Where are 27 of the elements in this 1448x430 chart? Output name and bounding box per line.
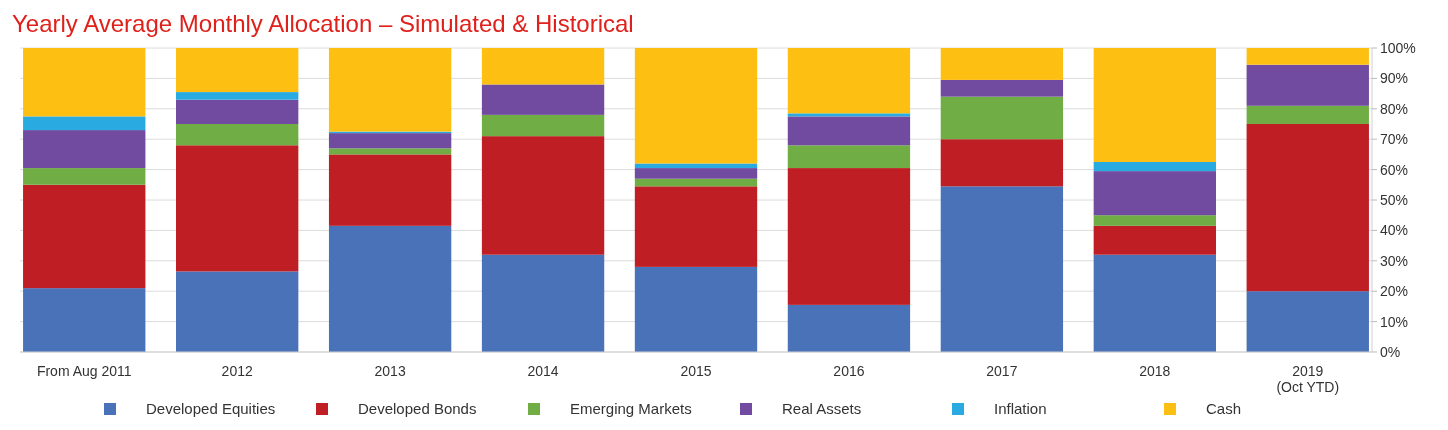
legend-label: Emerging Markets	[570, 400, 692, 417]
x-tick-label: From Aug 2011	[36, 363, 132, 379]
y-tick-label: 0%	[1380, 343, 1401, 360]
y-tick-label: 20%	[1380, 283, 1409, 300]
x-tick-label: 2013	[374, 363, 406, 379]
x-tick-label: 2016	[833, 363, 865, 379]
legend-label: Developed Equities	[146, 400, 276, 417]
y-tick-label: 50%	[1380, 191, 1409, 208]
y-tick-label: 30%	[1380, 252, 1409, 269]
x-tick-label: 2019 (Oct YTD)	[1276, 363, 1340, 395]
y-tick-label: 100%	[1380, 39, 1416, 56]
x-tick-label: 2015	[680, 363, 712, 379]
x-tick-label: 2018	[1139, 363, 1171, 379]
y-tick-label: 10%	[1380, 313, 1409, 330]
legend-label: Cash	[1206, 400, 1242, 417]
legend-label: Real Assets	[782, 400, 862, 417]
chart-title: Yearly Average Monthly Allocation – Simulated & Historical	[12, 10, 634, 37]
y-tick-label: 70%	[1380, 131, 1409, 148]
y-tick-label: 80%	[1380, 100, 1409, 117]
y-tick-label: 90%	[1380, 70, 1409, 87]
legend-label: Inflation	[994, 400, 1047, 417]
y-tick-label: 60%	[1380, 161, 1409, 178]
legend-label: Developed Bonds	[358, 400, 477, 417]
x-tick-label: 2014	[527, 363, 559, 379]
x-tick-label: 2012	[221, 363, 253, 379]
x-tick-label: 2017	[986, 363, 1018, 379]
y-tick-label: 40%	[1380, 222, 1409, 239]
